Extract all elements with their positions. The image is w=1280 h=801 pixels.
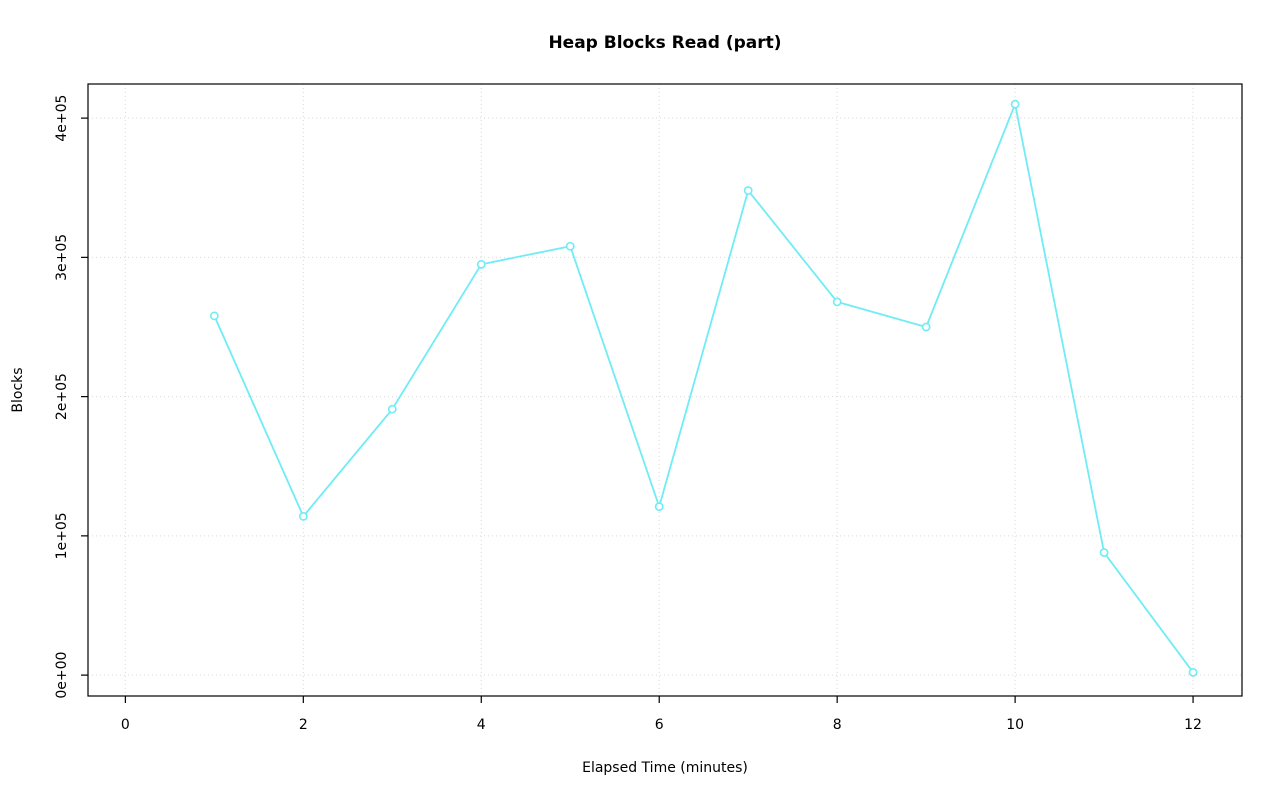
axes: 0 2 4 6 8 10 12 0e+00 1e+05 2e+05 3e+05 4e+05 [54,83,1243,733]
data-point-marker [209,311,219,321]
data-point-marker [476,259,486,269]
data-point-marker [1188,667,1198,677]
data-point-marker [832,297,842,307]
y-tick-label: 4e+05 [54,95,70,142]
y-axis-title: Blocks [10,367,26,412]
y-tick-label: 3e+05 [54,234,70,281]
data-series [209,99,1198,677]
y-tick-label: 0e+00 [54,652,70,699]
data-point-marker [654,502,664,512]
series-line [213,103,1194,674]
data-point-marker [1010,99,1020,109]
data-point-marker [387,404,397,414]
y-tick-label: 2e+05 [54,373,70,420]
chart-title: Heap Blocks Read (part) [548,33,781,53]
x-tick-label: 2 [299,717,308,733]
x-tick-label: 12 [1184,717,1202,733]
plot-box [87,83,1243,697]
y-tick-label: 1e+05 [54,512,70,559]
data-point-marker [565,241,575,251]
x-tick-label: 10 [1006,717,1024,733]
data-point-marker [743,186,753,195]
gridlines [88,84,1242,696]
data-point-marker [921,322,931,332]
data-point-marker [1099,548,1109,557]
x-tick-label: 6 [655,717,664,733]
x-tick-label: 4 [477,717,486,733]
x-tick-label: 8 [833,717,842,733]
data-point-marker [298,511,308,521]
x-tick-label: 0 [121,717,130,733]
x-axis-title: Elapsed Time (minutes) [582,760,748,776]
